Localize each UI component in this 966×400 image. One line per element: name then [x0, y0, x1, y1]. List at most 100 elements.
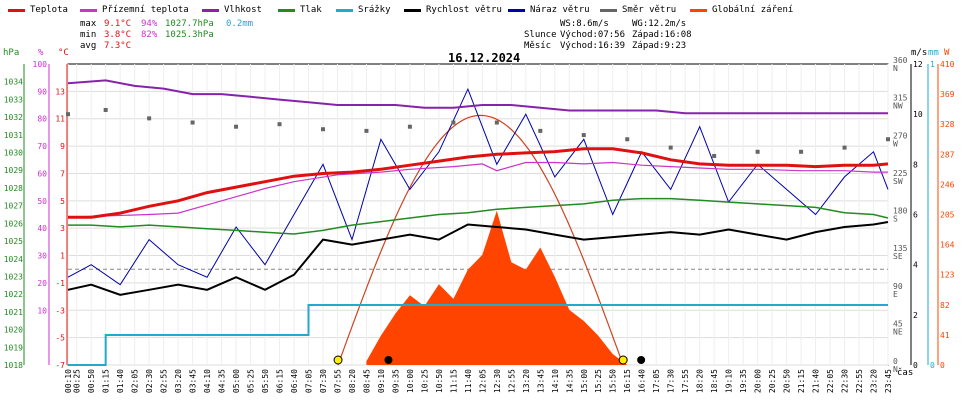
wind-direction-point [320, 127, 325, 132]
legend-label: Vlhkost [224, 5, 262, 15]
time-tick-label: 06:15 [276, 369, 285, 393]
wind-direction-point [103, 107, 108, 112]
humidity-line [67, 79, 888, 115]
wind-direction-point [407, 124, 412, 129]
time-tick-label: 00:10 [64, 369, 73, 393]
pressure-tick-label: 1029 [4, 166, 23, 175]
moon-label: Měsíc [524, 41, 552, 51]
time-tick-label: 17:55 [681, 369, 690, 393]
time-tick-label: 20:00 [754, 369, 763, 393]
legend-label: Srážky [358, 5, 391, 15]
time-tick-label: 12:05 [478, 369, 487, 393]
temperature-tick-label: -1 [55, 279, 65, 288]
legend-swatch [404, 8, 421, 12]
temperature-tick-label: -3 [55, 306, 65, 315]
pressure-tick-label: 1022 [4, 290, 23, 299]
time-tick-label: 07:05 [304, 369, 313, 393]
time-tick-label: 02:05 [131, 369, 140, 393]
axis-unit-temperature: °C [58, 48, 69, 58]
direction-tick-value: 90 [893, 282, 903, 291]
time-tick-label: 05:25 [247, 369, 256, 393]
moon-marker [637, 356, 646, 364]
time-tick-label: 22:05 [826, 369, 835, 393]
stats-max-humidity: 94% [141, 19, 158, 29]
wind-direction-point [581, 133, 586, 138]
legend-label: Teplota [30, 5, 68, 15]
sunrise-time: Východ:07:56 [560, 30, 626, 40]
time-tick-label: 12:55 [507, 369, 516, 393]
wind-direction-point [190, 120, 195, 125]
time-tick-label: 20:50 [783, 369, 792, 393]
time-tick-label: 22:55 [855, 369, 864, 393]
wind-direction-point [277, 122, 282, 127]
direction-tick-value: 315 [893, 94, 908, 103]
direction-tick-value: 225 [893, 169, 908, 178]
humidity-tick-label: 90 [37, 87, 47, 96]
radiation-area [366, 210, 628, 365]
radiation-tick-label: 205 [940, 211, 955, 220]
temperature-tick-label: -7 [55, 361, 65, 370]
legend-label: Globální záření [712, 5, 794, 15]
legend-item-temperature: Teplota [8, 3, 68, 17]
time-tick-label: 09:10 [377, 369, 386, 393]
sun-marker [333, 355, 343, 365]
legend-swatch [336, 8, 353, 12]
time-tick-label: 07:55 [333, 369, 342, 393]
legend-item-pressure: Tlak [278, 3, 322, 17]
time-tick-label: 13:45 [536, 369, 545, 393]
direction-tick-label: N [893, 365, 898, 374]
stats-max-rain: 0.2mm [226, 19, 254, 29]
time-tick-label: 16:40 [638, 369, 647, 393]
pressure-tick-label: 1024 [4, 255, 23, 264]
sunset-time: Západ:16:08 [632, 30, 692, 40]
direction-tick-label: W [893, 139, 898, 148]
temperature-tick-label: 11 [55, 115, 65, 124]
wind-direction-point [234, 124, 239, 129]
wind-tick-label: 10 [913, 110, 923, 119]
time-tick-label: 17:30 [667, 369, 676, 393]
temperature-tick-label: 1 [60, 252, 65, 261]
legend-label: Rychlost větru [426, 5, 502, 15]
axis-unit-pressure: hPa [3, 48, 20, 58]
temperature-tick-label: 5 [60, 197, 65, 206]
rain-tick-label: 0 [930, 361, 935, 370]
pressure-tick-label: 1031 [4, 131, 23, 140]
time-tick-label: 12:30 [493, 369, 502, 393]
legend-label: Přízemní teplota [102, 5, 189, 15]
humidity-tick-label: 30 [37, 252, 47, 261]
time-tick-label: 17:05 [652, 369, 661, 393]
pressure-tick-label: 1027 [4, 202, 23, 211]
radiation-tick-label: 123 [940, 271, 955, 280]
stats-max-pressure: 1027.7hPa [165, 19, 214, 29]
wind-direction-point [364, 128, 369, 133]
direction-tick-value: 360 [893, 56, 908, 65]
time-tick-label: 10:50 [435, 369, 444, 393]
wind-gust-summary: WG:12.2m/s [632, 19, 687, 29]
direction-tick-value: 0 [893, 357, 898, 366]
legend-label: Náraz větru [530, 5, 590, 15]
direction-tick-label: E [893, 290, 898, 299]
time-tick-label: 19:10 [725, 369, 734, 393]
temperature-tick-label: 3 [60, 224, 65, 233]
time-tick-label: 23:20 [870, 369, 879, 393]
radiation-tick-label: 410 [940, 60, 955, 69]
legend-label: Tlak [300, 5, 322, 15]
moon-marker [384, 356, 393, 364]
legend-item-wind-gust: Náraz větru [508, 3, 590, 17]
ground-temperature-line [67, 161, 888, 218]
temperature-tick-label: 7 [60, 169, 65, 178]
pressure-tick-label: 1019 [4, 343, 23, 352]
time-tick-label: 11:40 [464, 369, 473, 393]
moonset-time: Západ:9:23 [632, 41, 687, 51]
pressure-tick-label: 1032 [4, 113, 23, 122]
legend-swatch [8, 8, 25, 12]
time-tick-label: 20:25 [768, 369, 777, 393]
time-tick-label: 18:20 [696, 369, 705, 393]
legend-item-wind-direction: Směr větru [600, 3, 676, 17]
humidity-tick-label: 70 [37, 142, 47, 151]
moonrise-time: Východ:16:39 [560, 41, 626, 51]
direction-tick-value: 180 [893, 207, 908, 216]
sun-marker [618, 355, 628, 365]
